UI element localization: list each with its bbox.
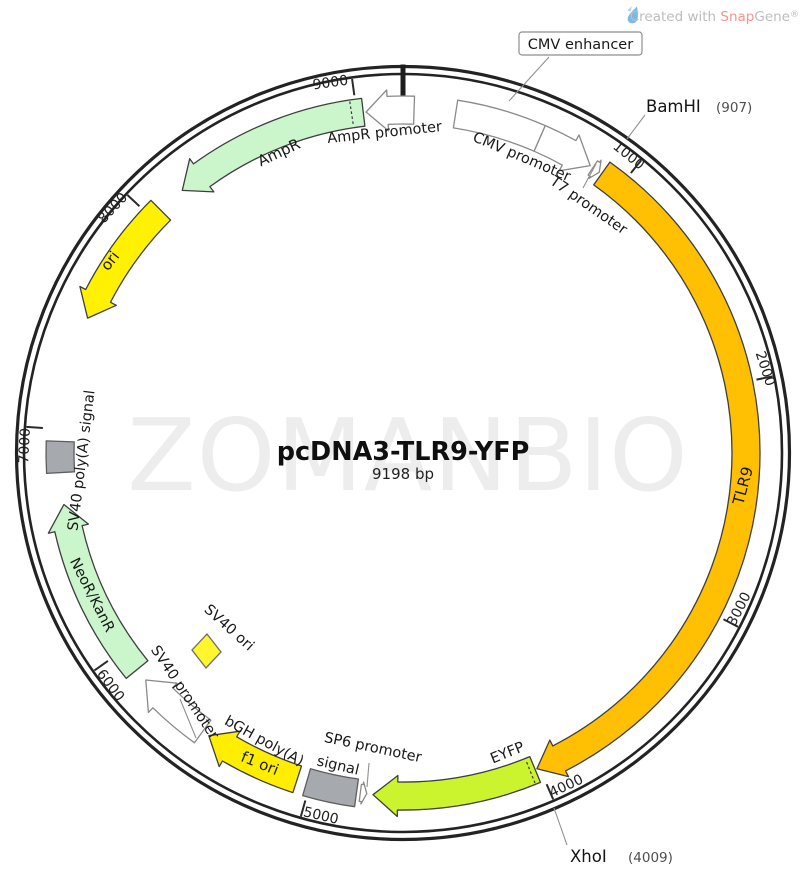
feature-neor_kanr bbox=[47, 503, 149, 680]
snapgene-logo-icon bbox=[627, 6, 638, 24]
feature-tlr9 bbox=[536, 161, 761, 778]
bamhi-site-position: (907) bbox=[716, 100, 752, 116]
tick-4000 bbox=[545, 783, 555, 800]
feature-ampr bbox=[181, 97, 366, 193]
tick-5000 bbox=[299, 800, 307, 817]
xhoi-site-label: XhoI bbox=[570, 847, 607, 866]
tick-6000 bbox=[93, 660, 109, 672]
bamhi-site-label: BamHI bbox=[646, 97, 701, 116]
tick-8000 bbox=[126, 194, 141, 208]
leader-line-1 bbox=[626, 114, 646, 140]
leader-line-2 bbox=[553, 807, 568, 846]
feature-sp6_promoter bbox=[358, 781, 368, 805]
snapgene-logo-icon-accent bbox=[627, 6, 632, 12]
tick-9000 bbox=[351, 78, 356, 96]
tick-7000 bbox=[26, 425, 43, 429]
plasmid-title: pcDNA3-TLR9-YFP bbox=[277, 437, 530, 467]
feature-ori bbox=[79, 199, 172, 319]
tick-label-9000: 9000 bbox=[312, 73, 350, 94]
leader-line-0 bbox=[508, 56, 550, 102]
feature-t7_promoter bbox=[587, 159, 602, 180]
snapgene-credit: Created with SnapGene® bbox=[627, 6, 799, 25]
tick-2000 bbox=[756, 375, 773, 381]
feature-sv40_polya bbox=[45, 440, 76, 475]
feature-f1_ori bbox=[208, 730, 303, 794]
plasmid-length: 9198 bp bbox=[372, 465, 434, 483]
cmv-enhancer-label: CMV enhancer bbox=[528, 37, 633, 53]
feature-ampr_promoter bbox=[365, 89, 416, 132]
tick-label-5000: 5000 bbox=[302, 804, 340, 828]
tick-label-2000: 2000 bbox=[752, 349, 778, 388]
feature-eyfp-boundary-dash bbox=[525, 759, 536, 784]
watermark-text: ZOMANBIO bbox=[127, 397, 689, 514]
credit-text: Created with SnapGene® bbox=[630, 9, 799, 25]
xhoi-site-position: (4009) bbox=[628, 850, 673, 866]
leader-line-3 bbox=[366, 762, 370, 788]
tick-1000 bbox=[630, 159, 643, 174]
leader-line-5 bbox=[582, 163, 597, 189]
cmv-enhancer-label-box bbox=[518, 31, 643, 56]
feature-bgh_polya bbox=[302, 768, 360, 808]
feature-cmv_promoter bbox=[533, 124, 591, 172]
tick-3000 bbox=[722, 618, 739, 628]
feature-sv40_promoter bbox=[145, 679, 212, 744]
tick-label-7000: 7000 bbox=[16, 428, 34, 464]
feature-eyfp bbox=[372, 755, 542, 818]
map-geometry bbox=[14, 56, 792, 846]
feature-sv40_ori bbox=[191, 633, 222, 669]
feature-ampr-boundary-dash bbox=[349, 101, 355, 127]
leader-line-4 bbox=[179, 698, 197, 739]
